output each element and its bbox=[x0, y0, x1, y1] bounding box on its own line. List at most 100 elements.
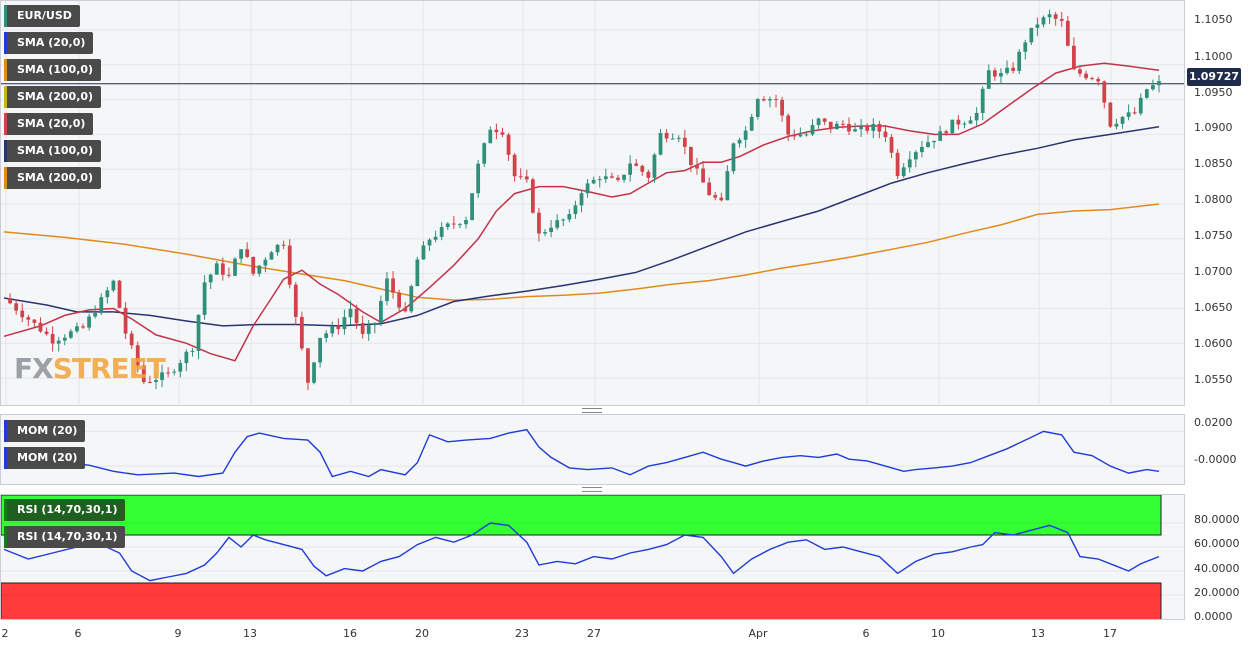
candle-body bbox=[44, 331, 49, 335]
price-axis-tick: 1.0900 bbox=[1194, 121, 1233, 134]
candle-body bbox=[1084, 73, 1088, 79]
candle-body bbox=[1059, 18, 1064, 21]
legend-momentum[interactable]: MOM (20) bbox=[4, 420, 86, 442]
candle-body bbox=[172, 371, 177, 373]
candle-body bbox=[822, 118, 827, 122]
candle-body bbox=[239, 249, 243, 259]
candle-body bbox=[470, 193, 474, 221]
candle-body bbox=[354, 308, 359, 324]
candle-body bbox=[1072, 45, 1076, 70]
pane-resize-handle[interactable] bbox=[582, 487, 602, 492]
candle-body bbox=[93, 313, 98, 317]
candle-body bbox=[1144, 89, 1149, 98]
date-axis-tick: 13 bbox=[243, 627, 257, 640]
candle-body bbox=[421, 245, 426, 260]
candle-body bbox=[1120, 116, 1125, 124]
price-axis-tick: 1.1000 bbox=[1194, 50, 1233, 63]
legend-symbol[interactable]: EUR/USD bbox=[4, 5, 80, 27]
legend-sma[interactable]: SMA (100,0) bbox=[4, 59, 102, 81]
candle-body bbox=[482, 143, 487, 164]
candle-body bbox=[68, 331, 73, 338]
candle-body bbox=[992, 70, 997, 77]
candle-body bbox=[786, 115, 791, 135]
candle-body bbox=[774, 99, 778, 101]
candle-body bbox=[768, 99, 772, 101]
date-axis-tick: 27 bbox=[587, 627, 601, 640]
price-axis-tick: 1.0800 bbox=[1194, 193, 1233, 206]
candle-body bbox=[391, 278, 395, 293]
legend-color-swatch bbox=[4, 86, 7, 108]
candle-body bbox=[707, 182, 712, 196]
legend-sma[interactable]: SMA (200,0) bbox=[4, 86, 102, 108]
candle-body bbox=[804, 134, 809, 136]
price-chart-svg bbox=[1, 1, 1184, 405]
legend-label: EUR/USD bbox=[17, 9, 72, 22]
candle-body bbox=[99, 297, 104, 314]
candle-body bbox=[810, 125, 815, 135]
logo-fx: FX bbox=[14, 352, 54, 385]
candle-body bbox=[494, 129, 499, 133]
legend-sma[interactable]: SMA (200,0) bbox=[4, 167, 102, 189]
candle-body bbox=[257, 265, 262, 274]
candle-body bbox=[196, 314, 201, 351]
legend-sma[interactable]: SMA (100,0) bbox=[4, 140, 102, 162]
candle-body bbox=[184, 351, 189, 364]
candle-body bbox=[792, 134, 797, 137]
candle-body bbox=[20, 310, 25, 318]
candle-body bbox=[287, 245, 292, 285]
candle-body bbox=[476, 163, 481, 194]
candle-body bbox=[379, 301, 383, 323]
rsi-overbought-zone bbox=[1, 495, 1162, 536]
legend-sma[interactable]: SMA (20,0) bbox=[4, 32, 94, 54]
candle-body bbox=[427, 239, 432, 246]
legend-sma[interactable]: SMA (20,0) bbox=[4, 113, 94, 135]
legend-rsi[interactable]: RSI (14,70,30,1) bbox=[4, 526, 126, 548]
date-axis-tick: 16 bbox=[343, 627, 357, 640]
candle-body bbox=[816, 118, 821, 126]
candle-body bbox=[731, 143, 736, 172]
legend-color-swatch bbox=[4, 32, 7, 54]
candle-body bbox=[573, 205, 578, 215]
candle-body bbox=[549, 227, 553, 232]
date-axis-tick: 6 bbox=[862, 627, 870, 640]
candle-body bbox=[676, 137, 681, 139]
candle-body bbox=[14, 303, 19, 311]
price-axis-tick: 1.1050 bbox=[1194, 13, 1233, 26]
candle-body bbox=[214, 263, 219, 275]
candle-body bbox=[895, 152, 900, 177]
candle-body bbox=[646, 171, 651, 178]
legend-label: SMA (100,0) bbox=[17, 144, 94, 157]
price-axis-tick: 1.0700 bbox=[1194, 265, 1233, 278]
legend-rsi[interactable]: RSI (14,70,30,1) bbox=[4, 499, 126, 521]
candle-body bbox=[281, 244, 286, 246]
candle-body bbox=[585, 183, 590, 194]
date-axis-tick: 6 bbox=[74, 627, 82, 640]
rsi-panel[interactable] bbox=[0, 494, 1185, 620]
candle-body bbox=[154, 380, 158, 383]
candle-body bbox=[853, 129, 857, 132]
legend-label: SMA (200,0) bbox=[17, 171, 94, 184]
candle-body bbox=[950, 119, 955, 134]
price-chart-panel[interactable] bbox=[0, 0, 1185, 406]
momentum-panel[interactable] bbox=[0, 414, 1185, 485]
pane-resize-handle[interactable] bbox=[582, 408, 602, 413]
legend-label: SMA (100,0) bbox=[17, 63, 94, 76]
candle-body bbox=[537, 212, 541, 234]
current-price-tag: 1.09727 bbox=[1187, 68, 1241, 86]
candle-body bbox=[312, 362, 316, 383]
candle-body bbox=[798, 134, 803, 137]
candle-body bbox=[409, 286, 414, 312]
rsi-axis-tick: 20.0000 bbox=[1194, 586, 1240, 599]
candle-body bbox=[135, 345, 140, 366]
candle-body bbox=[670, 138, 675, 140]
candle-body bbox=[8, 298, 12, 304]
candle-body bbox=[986, 70, 991, 89]
rsi-line bbox=[3, 522, 1160, 582]
legend-momentum[interactable]: MOM (20) bbox=[4, 447, 86, 469]
candle-body bbox=[160, 372, 164, 381]
candle-body bbox=[293, 284, 298, 317]
candle-body bbox=[269, 252, 274, 260]
candle-body bbox=[877, 124, 882, 132]
legend-color-swatch bbox=[4, 526, 7, 548]
candle-body bbox=[202, 282, 207, 315]
